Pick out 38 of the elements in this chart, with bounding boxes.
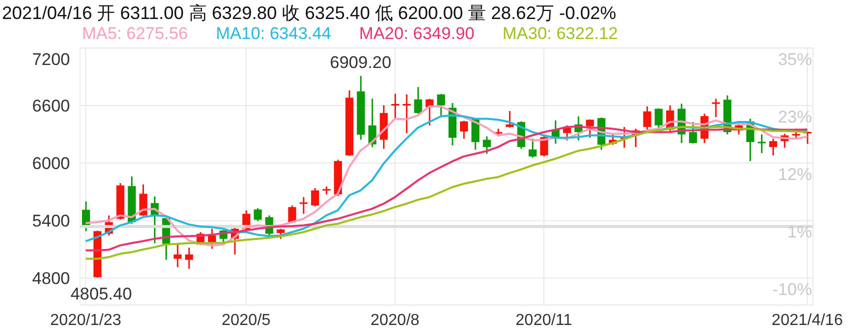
candlestick [414, 86, 422, 114]
y-tick-label: 5400 [32, 212, 70, 231]
candlestick [300, 196, 308, 215]
y-tick-label: 7200 [32, 50, 70, 69]
candlestick [654, 108, 663, 130]
candlestick [208, 228, 216, 250]
annotation: 6909.20 [330, 52, 392, 72]
text: MA10: 6343.44 [216, 24, 332, 44]
candlestick [769, 138, 778, 156]
y-tick-label: 6000 [32, 154, 70, 174]
candlestick [482, 136, 491, 155]
text: MA20: 6349.90 [359, 24, 474, 44]
text: MA30: 6322.12 [502, 24, 618, 44]
candlestick [391, 92, 400, 120]
candlestick [276, 228, 285, 240]
candlestick [311, 187, 320, 208]
x-tick-label: 2020/8 [370, 312, 420, 329]
candlestick [643, 106, 652, 132]
x-tick-label: 2021/4/16 [772, 312, 843, 329]
candlestick [460, 120, 468, 140]
x-tick-label: 2020/5 [222, 312, 271, 329]
candlestick [402, 94, 411, 134]
candlestick [712, 98, 720, 118]
candlestick [254, 207, 262, 222]
candlestick [758, 134, 766, 154]
candlestick [528, 138, 537, 158]
y-tick-label: 6600 [32, 96, 70, 116]
chart-title: 2021/04/16 开 6311.00 高 6329.80 收 6325.40 低 6200.00 量 28.62万 -0.02% [2, 2, 616, 25]
text: MA5: 6275.56 [82, 24, 188, 44]
y-tick-label: 4800 [32, 269, 70, 288]
candlestick [540, 134, 548, 158]
candlestick [185, 247, 194, 270]
candlestick [174, 242, 182, 268]
candlestick [506, 110, 514, 128]
x-tick-label: 2020/1/23 [50, 312, 122, 329]
x-tick-label: 2020/11 [516, 312, 572, 329]
annotation: 4805.40 [70, 284, 132, 304]
candlestick [689, 121, 698, 144]
